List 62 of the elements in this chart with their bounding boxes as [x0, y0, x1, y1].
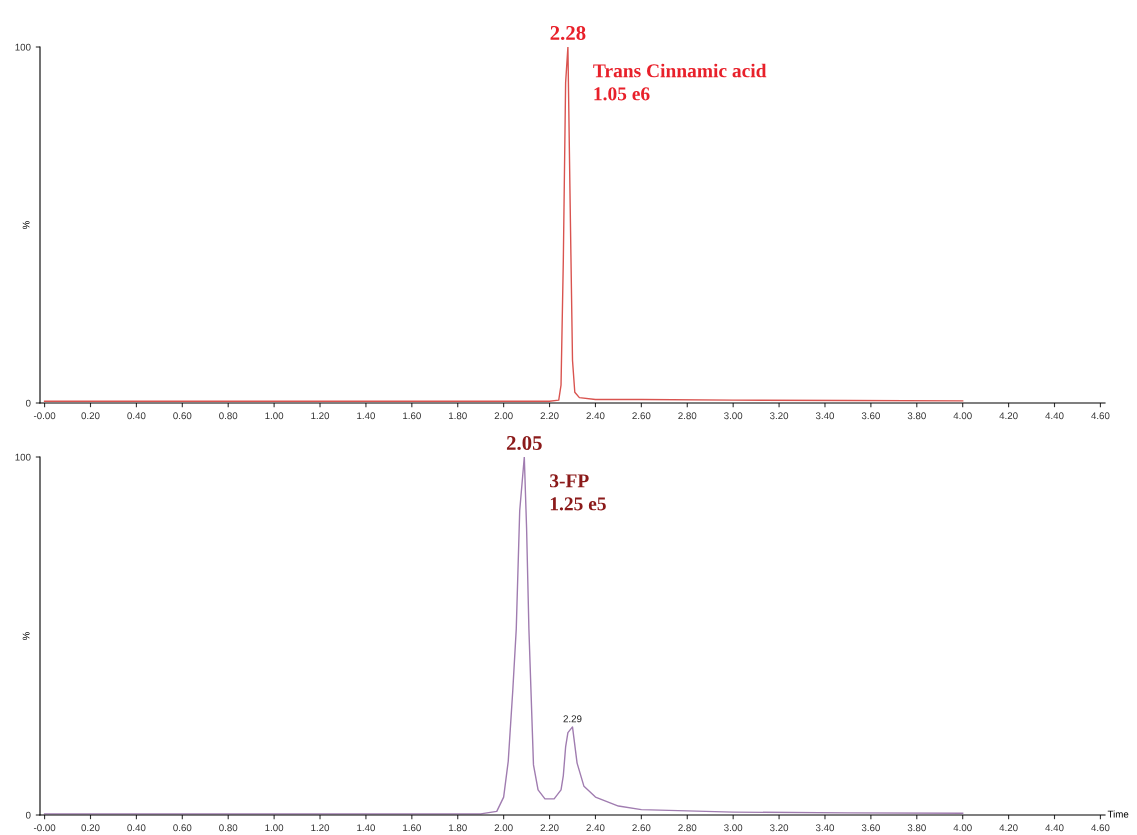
x-tick-label: 3.20 [769, 824, 789, 832]
x-tick-label: 2.80 [678, 824, 697, 832]
x-tick-label: 1.00 [265, 824, 284, 832]
annotation: 2.29 [563, 715, 582, 723]
annotation: 2.28 [550, 25, 586, 41]
x-tick-label: 2.60 [632, 824, 651, 832]
x-tick-label: 1.40 [357, 412, 376, 420]
x-tick-label: 2.20 [540, 412, 559, 420]
x-tick-label: 3.40 [815, 412, 835, 420]
x-tick-label: 1.80 [449, 412, 467, 420]
x-tick-label: 2.80 [678, 412, 697, 420]
x-tick-label: 4.60 [1091, 412, 1110, 420]
x-tick-label: 1.00 [265, 412, 284, 420]
x-tick-label: 4.20 [999, 824, 1018, 832]
x-tick-label: 0.40 [127, 412, 146, 420]
x-tick-label: 1.60 [403, 824, 421, 832]
annotation: 2.05 [506, 435, 542, 451]
x-tick-label: 4.20 [999, 412, 1018, 420]
x-tick-label: 0.20 [81, 412, 100, 420]
x-tick-label: 1.40 [357, 824, 376, 832]
x-tick-label: 2.20 [540, 824, 559, 832]
annotation: Trans Cinnamic acid 1.05 e6 [593, 63, 767, 101]
x-tick-label: 1.80 [449, 824, 467, 832]
x-tick-label: 1.60 [403, 412, 421, 420]
line-series [43, 47, 964, 402]
x-tick-label: 4.40 [1045, 824, 1064, 832]
x-tick-label: 3.60 [861, 824, 880, 832]
x-tick-label: 3.60 [861, 412, 880, 420]
x-tick-label: 3.80 [907, 412, 926, 420]
x-tick-label: 0.20 [81, 824, 100, 832]
x-tick-label: 2.40 [586, 824, 605, 832]
x-tick-label: -0.00 [33, 412, 56, 420]
y-tick-label: 0 [25, 399, 31, 407]
x-tick-label: 1.20 [311, 824, 330, 832]
x-tick-label: 3.00 [724, 824, 743, 832]
x-tick-label: 2.00 [494, 824, 513, 832]
x-tick-label: -0.00 [33, 824, 56, 832]
x-tick-label: 4.00 [953, 412, 972, 420]
x-tick-label: 4.40 [1045, 412, 1064, 420]
y-axis-title: % [22, 632, 30, 640]
x-tick-label: 2.60 [632, 412, 651, 420]
x-tick-label: 2.40 [586, 412, 605, 420]
x-tick-label: 3.00 [724, 412, 743, 420]
y-tick-label: 100 [15, 453, 31, 461]
x-tick-label: 4.60 [1091, 824, 1110, 832]
x-tick-label: 2.00 [494, 412, 513, 420]
y-tick-label: 0 [25, 811, 31, 819]
annotation: 3-FP 1.25 e5 [550, 474, 606, 511]
line-series [43, 457, 964, 815]
y-axis-title: % [22, 221, 30, 229]
x-tick-label: 1.20 [311, 412, 330, 420]
x-tick-label: 0.80 [219, 412, 238, 420]
x-tick-label: 3.40 [815, 824, 835, 832]
x-tick-label: 3.20 [769, 412, 789, 420]
x-tick-label: 0.60 [173, 412, 192, 420]
x-tick-label: 0.40 [127, 824, 146, 832]
x-tick-label: 0.80 [219, 824, 238, 832]
x-tick-label: 0.60 [173, 824, 192, 832]
x-tick-label: 3.80 [907, 824, 926, 832]
x-axis-title: Time [1107, 810, 1129, 818]
x-tick-label: 4.00 [953, 824, 972, 832]
y-tick-label: 100 [15, 43, 31, 51]
